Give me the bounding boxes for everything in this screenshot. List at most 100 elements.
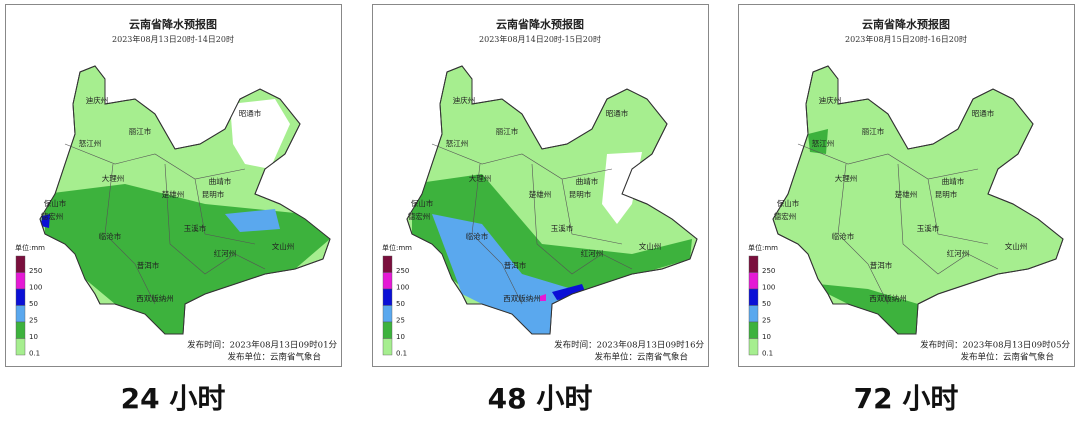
place-label: 昆明市 — [935, 189, 958, 199]
legend-label: 50 — [29, 300, 38, 308]
legend-title: 单位:mm — [382, 243, 412, 252]
place-label: 文山州 — [639, 241, 662, 251]
place-label: 玉溪市 — [917, 223, 940, 233]
place-label: 玉溪市 — [184, 223, 207, 233]
place-label: 保山市 — [411, 198, 434, 208]
place-label: 迪庆州 — [86, 95, 109, 105]
legend-swatch — [382, 338, 393, 356]
panel-caption: 48 小时 — [488, 382, 593, 415]
legend-label: 50 — [762, 300, 771, 308]
place-label: 昆明市 — [202, 189, 225, 199]
prefecture-borders — [797, 143, 999, 305]
legend-label: 25 — [762, 317, 771, 325]
publisher: 发布单位：云南省气象台 — [960, 352, 1054, 363]
place-label: 红河州 — [947, 248, 970, 258]
place-label: 普洱市 — [504, 260, 527, 270]
legend-label: 25 — [29, 317, 38, 325]
place-label: 怒江州 — [79, 138, 102, 148]
place-label: 普洱市 — [137, 260, 160, 270]
place-label: 普洱市 — [870, 260, 893, 270]
place-label: 大理州 — [102, 173, 125, 183]
place-label: 丽江市 — [862, 126, 885, 136]
place-label: 昭通市 — [972, 108, 995, 118]
place-label: 丽江市 — [496, 126, 519, 136]
legend-swatch — [382, 255, 393, 273]
legend-swatch — [15, 338, 26, 356]
place-label: 保山市 — [44, 198, 67, 208]
place-label: 玉溪市 — [551, 223, 574, 233]
legend-label: 50 — [396, 300, 405, 308]
map-title: 云南省降水预报图 — [129, 17, 217, 31]
legend-label: 10 — [396, 333, 405, 341]
place-label: 德宏州 — [774, 211, 797, 221]
legend-swatch — [748, 338, 759, 356]
prefecture-borders — [64, 143, 266, 305]
province-border — [39, 65, 331, 335]
place-label: 迪庆州 — [453, 95, 476, 105]
map-period: 2023年08月13日20时-14日20时 — [112, 34, 234, 44]
place-label: 楚雄州 — [162, 189, 185, 199]
place-label: 怒江州 — [812, 138, 835, 148]
legend-title: 单位:mm — [15, 243, 45, 252]
place-label: 怒江州 — [446, 138, 469, 148]
publisher: 发布单位：云南省气象台 — [227, 352, 321, 363]
place-label: 西双版纳州 — [503, 293, 541, 303]
province-border — [406, 65, 698, 335]
place-label: 保山市 — [777, 198, 800, 208]
rain-zone — [540, 294, 546, 301]
place-label: 西双版纳州 — [136, 293, 174, 303]
place-label: 昆明市 — [569, 189, 592, 199]
place-label: 临沧市 — [99, 231, 122, 241]
rain-zone — [432, 214, 572, 334]
place-label: 丽江市 — [129, 126, 152, 136]
panel-caption: 24 小时 — [121, 382, 226, 415]
place-label: 西双版纳州 — [869, 293, 907, 303]
map-title: 云南省降水预报图 — [862, 17, 950, 31]
legend-label: 250 — [762, 267, 775, 275]
map-title: 云南省降水预报图 — [496, 17, 584, 31]
publish-time: 发布时间：2023年08月13日09时05分 — [920, 340, 1070, 351]
map-panel: 云南省降水预报图 2023年08月15日20时-16日20时迪庆州丽江市怒江州大理… — [738, 4, 1075, 367]
legend-swatch — [748, 272, 759, 290]
legend-label: 100 — [762, 284, 775, 292]
legend-label: 0.1 — [29, 350, 40, 358]
legend-swatch — [748, 321, 759, 339]
legend-title: 单位:mm — [748, 243, 778, 252]
publish-time: 发布时间：2023年08月13日09时01分 — [187, 340, 337, 351]
legend-label: 10 — [29, 333, 38, 341]
legend-swatch — [382, 288, 393, 306]
rain-zone — [225, 209, 280, 232]
map-panel: 云南省降水预报图 2023年08月13日20时-14日20时迪庆州丽江市怒江州大理… — [5, 4, 342, 367]
place-label: 红河州 — [214, 248, 237, 258]
legend-label: 0.1 — [396, 350, 407, 358]
legend-swatch — [382, 272, 393, 290]
rain-zone — [808, 129, 828, 154]
panel-caption: 72 小时 — [854, 382, 959, 415]
publisher: 发布单位：云南省气象台 — [594, 352, 688, 363]
place-label: 文山州 — [272, 241, 295, 251]
legend-swatch — [748, 255, 759, 273]
place-label: 楚雄州 — [529, 189, 552, 199]
legend-label: 100 — [29, 284, 42, 292]
place-label: 迪庆州 — [819, 95, 842, 105]
place-label: 大理州 — [469, 173, 492, 183]
legend-swatch — [748, 288, 759, 306]
place-label: 德宏州 — [41, 211, 64, 221]
legend-swatch — [15, 305, 26, 323]
place-label: 临沧市 — [832, 231, 855, 241]
place-label: 曲靖市 — [942, 176, 965, 186]
place-label: 德宏州 — [408, 211, 431, 221]
legend-swatch — [15, 321, 26, 339]
legend-label: 250 — [29, 267, 42, 275]
rain-zone — [230, 99, 290, 169]
legend-swatch — [382, 321, 393, 339]
map-panel: 云南省降水预报图 2023年08月14日20时-15日20时迪庆州丽江市怒江州大理… — [372, 4, 709, 367]
legend-label: 250 — [396, 267, 409, 275]
publish-time: 发布时间：2023年08月13日09时16分 — [554, 340, 704, 351]
place-label: 大理州 — [835, 173, 858, 183]
rain-zone — [818, 284, 918, 334]
legend-swatch — [15, 255, 26, 273]
place-label: 曲靖市 — [209, 176, 232, 186]
legend-label: 10 — [762, 333, 771, 341]
